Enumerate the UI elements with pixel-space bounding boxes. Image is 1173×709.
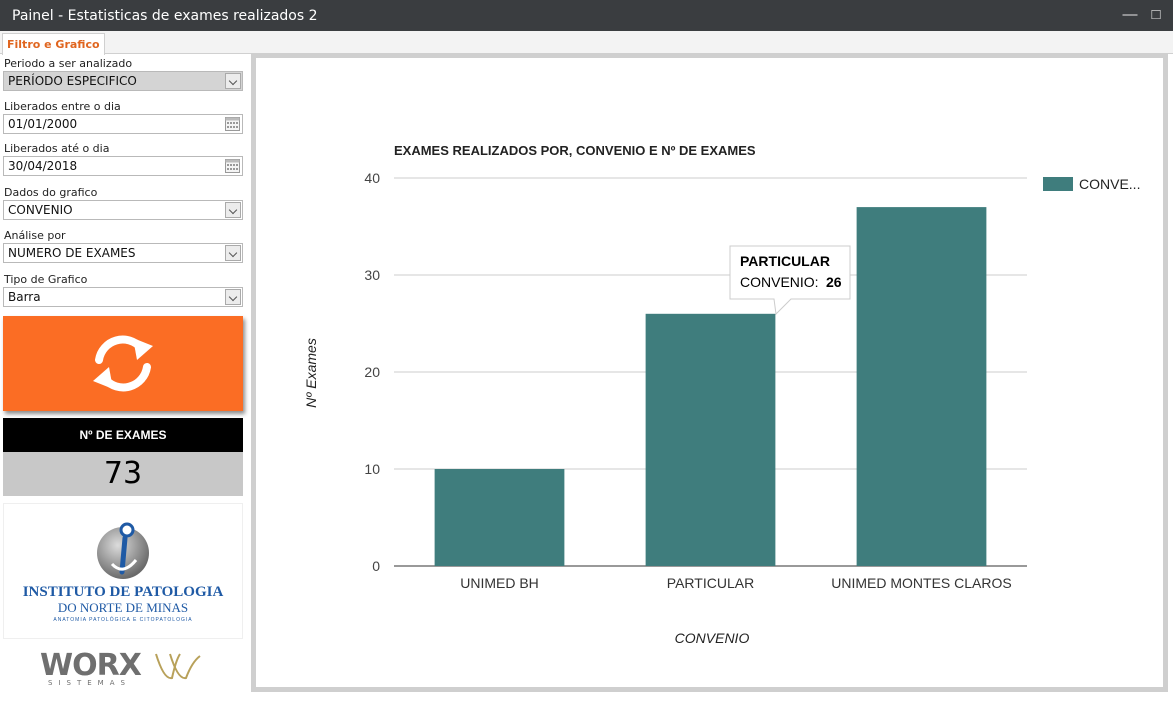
chart-panel: EXAMES REALIZADOS POR, CONVENIO E Nº DE … xyxy=(251,53,1168,692)
x-axis-title: CONVENIO xyxy=(675,630,750,646)
worx-logo: WORX SISTEMAS xyxy=(40,648,210,688)
x-tick-label: UNIMED MONTES CLAROS xyxy=(831,575,1011,591)
kpi-value: 73 xyxy=(3,452,243,496)
tipo-select[interactable]: Barra xyxy=(3,287,243,307)
y-tick-label: 0 xyxy=(372,558,380,574)
tooltip-category: PARTICULAR xyxy=(740,253,830,269)
dados-value: CONVENIO xyxy=(8,203,73,217)
calendar-icon[interactable] xyxy=(225,117,240,131)
legend-swatch xyxy=(1043,177,1073,191)
chevron-down-icon[interactable] xyxy=(225,245,241,261)
fim-label: Liberados até o dia xyxy=(4,142,110,155)
periodo-select[interactable]: PERÍODO ESPECIFICO xyxy=(3,71,243,91)
tipo-value: Barra xyxy=(8,290,41,304)
analise-value: NUMERO DE EXAMES xyxy=(8,246,136,260)
window-title: Painel - Estatisticas de exames realizad… xyxy=(12,8,318,24)
dados-label: Dados do grafico xyxy=(4,186,98,199)
x-tick-label: PARTICULAR xyxy=(667,575,754,591)
ipat-name-line2: DO NORTE DE MINAS xyxy=(57,600,189,615)
chevron-down-icon[interactable] xyxy=(225,289,241,305)
tab-strip: Filtro e Grafico xyxy=(0,31,1173,55)
y-axis-title: Nº Exames xyxy=(303,338,319,408)
y-tick-label: 20 xyxy=(364,364,380,380)
ipat-name-line3: ANATOMIA PATOLÓGICA E CITOPATOLOGIA xyxy=(53,617,193,623)
tooltip-value: 26 xyxy=(826,274,842,290)
analise-label: Análise por xyxy=(4,229,66,242)
y-tick-label: 30 xyxy=(364,267,380,283)
chevron-down-icon[interactable] xyxy=(225,73,241,89)
worx-logo-subtext: SISTEMAS xyxy=(48,679,131,687)
title-bar: Painel - Estatisticas de exames realizad… xyxy=(0,0,1173,31)
dados-select[interactable]: CONVENIO xyxy=(3,200,243,220)
periodo-label: Periodo a ser analizado xyxy=(4,57,133,70)
bar[interactable] xyxy=(645,313,776,566)
ipat-emblem-icon xyxy=(97,522,149,579)
minimize-button[interactable]: — xyxy=(1122,6,1138,23)
bar-tooltip: PARTICULAR CONVENIO: 26 xyxy=(729,245,851,316)
y-tick-label: 10 xyxy=(364,461,380,477)
fim-value: 30/04/2018 xyxy=(8,159,78,173)
kpi-label: Nº DE EXAMES xyxy=(3,418,243,452)
refresh-button[interactable] xyxy=(3,316,243,411)
chart-title: EXAMES REALIZADOS POR, CONVENIO E Nº DE … xyxy=(394,143,756,158)
bar-chart: EXAMES REALIZADOS POR, CONVENIO E Nº DE … xyxy=(303,143,1140,646)
fim-date-field[interactable]: 30/04/2018 xyxy=(3,156,243,176)
inicio-value: 01/01/2000 xyxy=(8,117,78,131)
analise-select[interactable]: NUMERO DE EXAMES xyxy=(3,243,243,263)
x-tick-label: UNIMED BH xyxy=(460,575,539,591)
legend-label: CONVE... xyxy=(1079,176,1140,192)
maximize-button[interactable]: □ xyxy=(1151,6,1161,23)
inicio-date-field[interactable]: 01/01/2000 xyxy=(3,114,243,134)
bar[interactable] xyxy=(434,469,565,566)
y-tick-label: 40 xyxy=(364,170,380,186)
tooltip-series-label: CONVENIO: xyxy=(740,274,819,290)
calendar-icon[interactable] xyxy=(225,159,240,173)
filter-panel: Periodo a ser analizado PERÍODO ESPECIFI… xyxy=(0,54,250,709)
tab-filtro-e-grafico[interactable]: Filtro e Grafico xyxy=(2,33,105,55)
inicio-label: Liberados entre o dia xyxy=(4,100,121,113)
chevron-down-icon[interactable] xyxy=(225,202,241,218)
worx-logo-text: WORX xyxy=(40,648,142,683)
periodo-value: PERÍODO ESPECIFICO xyxy=(8,74,137,88)
bar[interactable] xyxy=(856,207,987,566)
worx-swoosh-icon xyxy=(155,653,201,680)
refresh-icon xyxy=(93,335,153,392)
tipo-label: Tipo de Grafico xyxy=(4,273,88,286)
ipat-name-line1: INSTITUTO DE PATOLOGIA xyxy=(22,584,224,600)
ipat-logo: INSTITUTO DE PATOLOGIA DO NORTE DE MINAS… xyxy=(3,503,243,639)
